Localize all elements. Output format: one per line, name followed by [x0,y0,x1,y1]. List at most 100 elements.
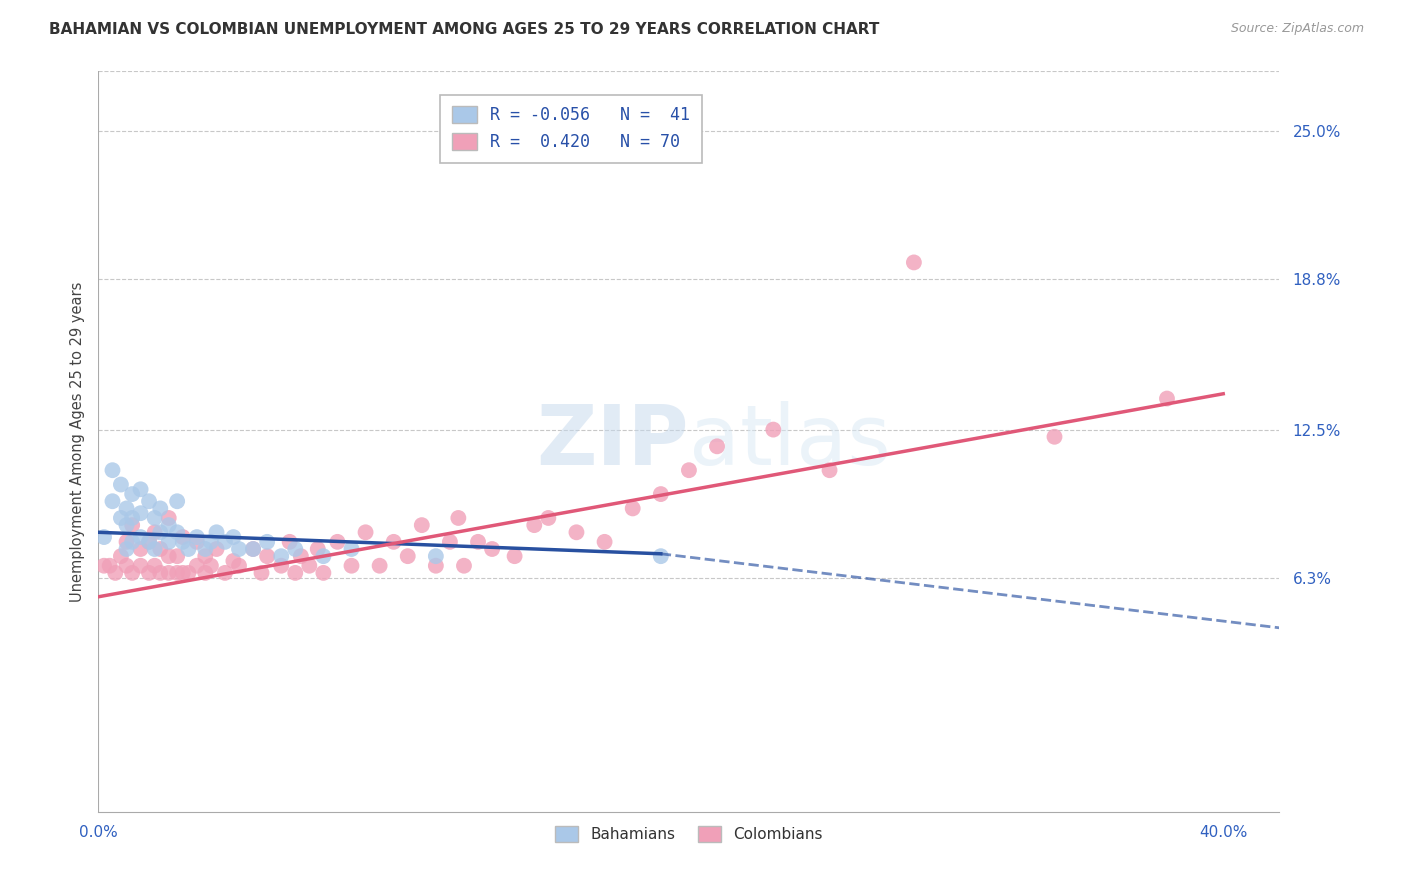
Point [537,511,560,525]
Point [503,549,526,564]
Point [121,518,143,533]
Point [214,534,236,549]
Point [157,566,180,580]
Point [326,534,349,549]
Point [129,483,152,497]
Point [593,534,616,549]
Text: ZIP: ZIP [537,401,689,482]
Point [650,549,672,564]
Point [312,566,335,580]
Point [368,558,391,573]
Point [250,566,273,580]
Point [382,534,405,549]
Point [903,255,925,269]
Y-axis label: Unemployment Among Ages 25 to 29 years: Unemployment Among Ages 25 to 29 years [69,281,84,602]
Point [411,518,433,533]
Point [143,525,166,540]
Point [278,534,301,549]
Point [228,558,250,573]
Point [354,525,377,540]
Point [256,549,278,564]
Point [115,558,138,573]
Point [205,525,228,540]
Point [177,566,200,580]
Point [110,549,132,564]
Point [1043,430,1066,444]
Point [194,549,217,564]
Point [110,477,132,491]
Legend: Bahamians, Colombians: Bahamians, Colombians [548,821,830,848]
Point [157,511,180,525]
Point [307,541,329,556]
Point [143,541,166,556]
Point [467,534,489,549]
Point [678,463,700,477]
Point [270,549,292,564]
Point [453,558,475,573]
Point [439,534,461,549]
Point [242,541,264,556]
Point [149,525,172,540]
Point [129,530,152,544]
Point [425,549,447,564]
Point [340,541,363,556]
Point [194,541,217,556]
Point [706,439,728,453]
Point [222,530,245,544]
Point [284,566,307,580]
Point [290,549,312,564]
Point [650,487,672,501]
Point [110,511,132,525]
Point [172,534,194,549]
Point [138,494,160,508]
Point [298,558,321,573]
Point [284,541,307,556]
Point [149,501,172,516]
Point [194,566,217,580]
Point [565,525,588,540]
Point [425,558,447,573]
Point [166,525,188,540]
Point [166,494,188,508]
Point [104,566,127,580]
Point [205,541,228,556]
Text: atlas: atlas [689,401,890,482]
Point [149,541,172,556]
Point [93,558,115,573]
Point [115,501,138,516]
Point [481,541,503,556]
Point [157,549,180,564]
Point [312,549,335,564]
Point [228,541,250,556]
Point [396,549,419,564]
Point [138,534,160,549]
Point [447,511,470,525]
Point [143,558,166,573]
Point [270,558,292,573]
Point [115,534,138,549]
Point [129,558,152,573]
Point [172,530,194,544]
Point [138,534,160,549]
Text: BAHAMIAN VS COLOMBIAN UNEMPLOYMENT AMONG AGES 25 TO 29 YEARS CORRELATION CHART: BAHAMIAN VS COLOMBIAN UNEMPLOYMENT AMONG… [49,22,880,37]
Point [101,463,124,477]
Point [166,566,188,580]
Point [214,566,236,580]
Point [166,549,188,564]
Point [818,463,841,477]
Point [93,530,115,544]
Point [523,518,546,533]
Point [149,566,172,580]
Point [200,534,222,549]
Point [186,534,208,549]
Point [222,554,245,568]
Point [101,494,124,508]
Point [186,530,208,544]
Point [129,541,152,556]
Point [186,558,208,573]
Point [121,511,143,525]
Point [621,501,644,516]
Point [340,558,363,573]
Point [143,511,166,525]
Point [138,566,160,580]
